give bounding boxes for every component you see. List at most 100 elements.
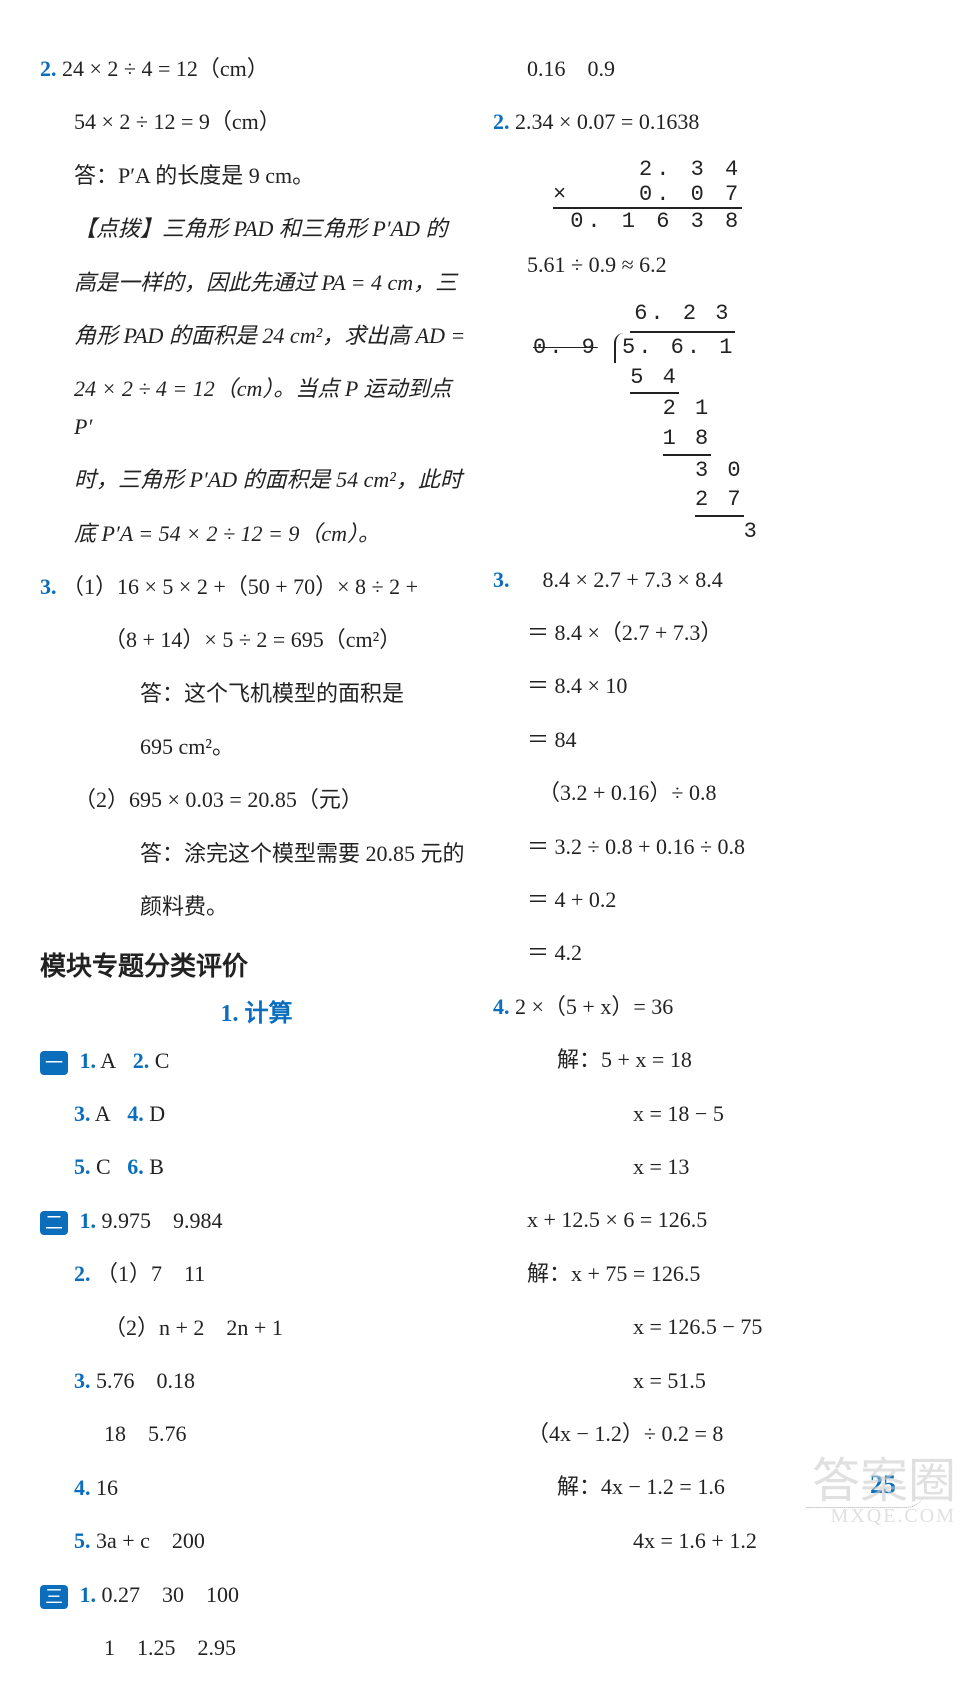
- g1-3v: A: [95, 1101, 111, 1126]
- badge-1: 一: [40, 1051, 68, 1075]
- q3-p2a: （2）695 × 0.03 = 20.85（元）: [40, 781, 473, 818]
- g2-4n: 4.: [74, 1475, 91, 1500]
- r-q3-l1: 3. 8.4 × 2.7 + 7.3 × 8.4: [493, 561, 926, 598]
- g1-1n: 1.: [80, 1048, 97, 1073]
- q2-note5: 时，三角形 P′AD 的面积是 54 cm²，此时: [40, 461, 473, 498]
- ld-quotient: 6. 2 3: [533, 299, 760, 333]
- g2-1n: 1.: [80, 1208, 97, 1233]
- ld-s4: 3 0: [533, 456, 760, 486]
- g1-2n: 2.: [133, 1048, 150, 1073]
- g1-4n: 4.: [127, 1101, 144, 1126]
- group2-row3b: 18 5.76: [40, 1415, 473, 1452]
- g1-5n: 5.: [74, 1154, 91, 1179]
- group2-row2b: （2）n + 2 2n + 1: [40, 1309, 473, 1346]
- r-q4-b4: x = 51.5: [493, 1362, 926, 1399]
- r-q2-eq2: 5.61 ÷ 0.9 ≈ 6.2: [493, 246, 926, 283]
- g2-5n: 5.: [74, 1528, 91, 1553]
- group1-row1: 一 1. A 2. C: [40, 1042, 473, 1079]
- r-q2-eq1: 2.34 × 0.07 = 0.1638: [515, 109, 699, 134]
- q2-line2: 54 × 2 ÷ 12 = 9（cm）: [40, 103, 473, 140]
- q2-note2: 高是一样的，因此先通过 PA = 4 cm，三: [40, 264, 473, 301]
- page-root: 2. 24 × 2 ÷ 4 = 12（cm） 54 × 2 ÷ 12 = 9（c…: [0, 0, 966, 1682]
- mult-r1: 2. 3 4: [553, 157, 742, 182]
- g3-1n: 1.: [80, 1582, 97, 1607]
- r-q3-l7: ＝ 4 + 0.2: [493, 881, 926, 918]
- r-q3-l1-text: 8.4 × 2.7 + 7.3 × 8.4: [515, 567, 723, 592]
- g1-6n: 6.: [127, 1154, 144, 1179]
- group2-row5: 5. 3a + c 200: [40, 1522, 473, 1559]
- q3-p1-ans1: 答：这个飞机模型的面积是: [40, 675, 473, 712]
- g2-1v: 9.975 9.984: [102, 1208, 223, 1233]
- watermark-sub: MXQE.COM: [812, 1506, 956, 1526]
- g2-2v: （1）7 11: [96, 1261, 205, 1286]
- subsection-title: 1. 计算: [40, 993, 473, 1028]
- q2-note1: 【点拨】三角形 PAD 和三角形 P′AD 的: [40, 210, 473, 247]
- group2-row3a: 3. 5.76 0.18: [40, 1362, 473, 1399]
- group2-row2a: 2. （1）7 11: [40, 1255, 473, 1292]
- q2-note3: 角形 PAD 的面积是 24 cm²，求出高 AD =: [40, 317, 473, 354]
- ld-divisor-dividend: 0. 9 5. 6. 1: [533, 333, 760, 363]
- r-q3-l8: ＝ 4.2: [493, 934, 926, 971]
- r-q4-b2: 解：x + 75 = 126.5: [493, 1255, 926, 1292]
- group1-row3: 5. C 6. B: [40, 1148, 473, 1185]
- section-title: 模块专题分类评价: [40, 946, 473, 983]
- q3-p2-ans1: 答：涂完这个模型需要 20.85 元的: [40, 835, 473, 872]
- group3-row1: 三 1. 0.27 30 100: [40, 1576, 473, 1613]
- g2-5v: 3a + c 200: [96, 1528, 205, 1553]
- group2-row1: 二 1. 9.975 9.984: [40, 1202, 473, 1239]
- r-q4-a3: x = 18 − 5: [493, 1095, 926, 1132]
- ld-s5: 2 7: [533, 485, 760, 517]
- g1-1v: A: [100, 1048, 116, 1073]
- r-q3-l4: ＝ 84: [493, 721, 926, 758]
- left-column: 2. 24 × 2 ÷ 4 = 12（cm） 54 × 2 ÷ 12 = 9（c…: [30, 50, 483, 1682]
- q3-p2-ans2: 颜料费。: [40, 888, 473, 925]
- ld-s2: 2 1: [533, 394, 760, 424]
- g1-4v: D: [149, 1101, 165, 1126]
- r-q4-num: 4.: [493, 994, 510, 1019]
- q2-line1: 2. 24 × 2 ÷ 4 = 12（cm）: [40, 50, 473, 87]
- r-q2-line1: 2. 2.34 × 0.07 = 0.1638: [493, 103, 926, 140]
- q3-p1b: （8 + 14）× 5 ÷ 2 = 695（cm²）: [40, 621, 473, 658]
- g1-5v: C: [96, 1154, 111, 1179]
- g1-3n: 3.: [74, 1101, 91, 1126]
- r-q3-l3: ＝ 8.4 × 10: [493, 667, 926, 704]
- r-q4-b1: x + 12.5 × 6 = 126.5: [493, 1201, 926, 1238]
- r-q3-l5: （3.2 + 0.16）÷ 0.8: [493, 774, 926, 811]
- q3-p1-ans2: 695 cm²。: [40, 728, 473, 765]
- q2-note6: 底 P′A = 54 × 2 ÷ 12 = 9（cm）。: [40, 515, 473, 552]
- r-q4-b3: x = 126.5 − 75: [493, 1308, 926, 1345]
- top-values: 0.16 0.9: [493, 50, 926, 87]
- r-q2-num: 2.: [493, 109, 510, 134]
- ld-s6: 3: [533, 517, 760, 547]
- g2-4v: 16: [96, 1475, 118, 1500]
- q3-p1a-text: （1）16 × 5 × 2 +（50 + 70）× 8 ÷ 2 +: [62, 574, 418, 599]
- group2-row4: 4. 16: [40, 1469, 473, 1506]
- q3-p1a: 3. （1）16 × 5 × 2 +（50 + 70）× 8 ÷ 2 +: [40, 568, 473, 605]
- ld-s1: 5 4: [533, 363, 760, 395]
- r-q3-l6: ＝ 3.2 ÷ 0.8 + 0.16 ÷ 0.8: [493, 828, 926, 865]
- r-q4-a2: 解：5 + x = 18: [493, 1041, 926, 1078]
- group3-row1b: 1 1.25 2.95: [40, 1629, 473, 1666]
- r-q4-c1: （4x − 1.2）÷ 0.2 = 8: [493, 1415, 926, 1452]
- g1-6v: B: [149, 1154, 164, 1179]
- mult-r3: 0. 1 6 3 8: [553, 207, 742, 234]
- q2-text1: 24 × 2 ÷ 4 = 12（cm）: [62, 56, 269, 81]
- ld-s3: 1 8: [533, 424, 760, 456]
- q3-number: 3.: [40, 574, 57, 599]
- r-q3-num: 3.: [493, 567, 510, 592]
- r-q3-l2: ＝ 8.4 ×（2.7 + 7.3）: [493, 614, 926, 651]
- g3-1v: 0.27 30 100: [102, 1582, 240, 1607]
- r-q4-a4: x = 13: [493, 1148, 926, 1185]
- badge-2: 二: [40, 1211, 68, 1235]
- mult-r2: × 0. 0 7: [553, 182, 742, 207]
- watermark: 答案圈 MXQE.COM: [812, 1458, 956, 1526]
- g2-2n: 2.: [74, 1261, 91, 1286]
- q2-number: 2.: [40, 56, 57, 81]
- multiplication-work: 2. 3 4 × 0. 0 7 0. 1 6 3 8: [553, 157, 742, 234]
- long-division-work: 6. 2 3 0. 9 5. 6. 1 5 4 2 1 1 8 3 0 2 7 …: [533, 299, 760, 547]
- right-column: 0.16 0.9 2. 2.34 × 0.07 = 0.1638 2. 3 4 …: [483, 50, 936, 1682]
- watermark-main: 答案圈: [812, 1455, 956, 1508]
- q2-note4: 24 × 2 ÷ 4 = 12（cm）。当点 P 运动到点 P′: [40, 370, 473, 445]
- badge-3: 三: [40, 1585, 68, 1609]
- g1-2v: C: [155, 1048, 170, 1073]
